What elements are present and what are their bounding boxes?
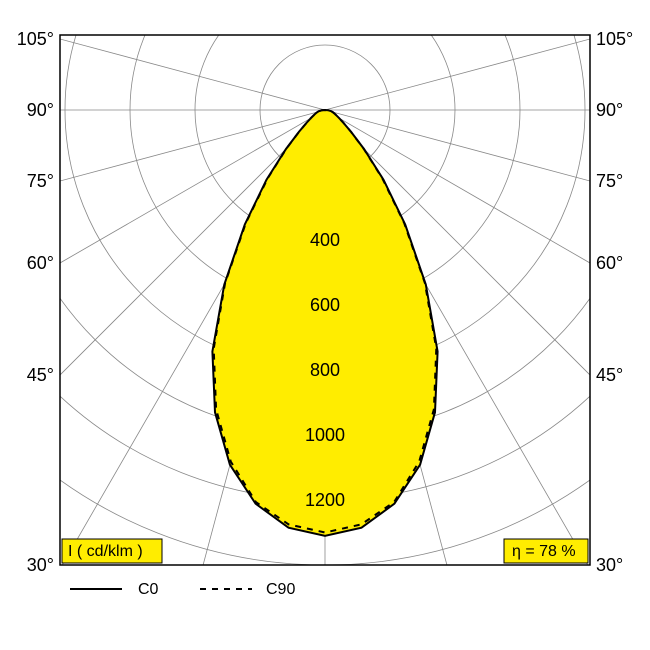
angle-label-right: 105° (596, 29, 633, 49)
legend-c0: C0 (138, 581, 159, 598)
c0-curve (212, 110, 437, 536)
angle-label-right: 90° (596, 100, 623, 120)
unit-label: I ( cd/klm ) (68, 543, 143, 560)
eff-label: η = 78 % (512, 543, 576, 560)
angle-label-left: 90° (27, 100, 54, 120)
angle-label-right: 45° (596, 365, 623, 385)
angle-label-left: 60° (27, 253, 54, 273)
ring-label: 600 (310, 295, 340, 315)
angle-label-left: 105° (17, 29, 54, 49)
ring-label: 400 (310, 230, 340, 250)
angle-label-right: 75° (596, 171, 623, 191)
angle-label-left: 45° (27, 365, 54, 385)
angle-label-right: 30° (596, 555, 623, 575)
angle-label-right: 60° (596, 253, 623, 273)
angle-label-left: 75° (27, 171, 54, 191)
ring-label: 1200 (305, 490, 345, 510)
angle-label-left: 30° (27, 555, 54, 575)
ring-label: 1000 (305, 425, 345, 445)
legend-c90: C90 (266, 581, 295, 598)
ring-label: 800 (310, 360, 340, 380)
